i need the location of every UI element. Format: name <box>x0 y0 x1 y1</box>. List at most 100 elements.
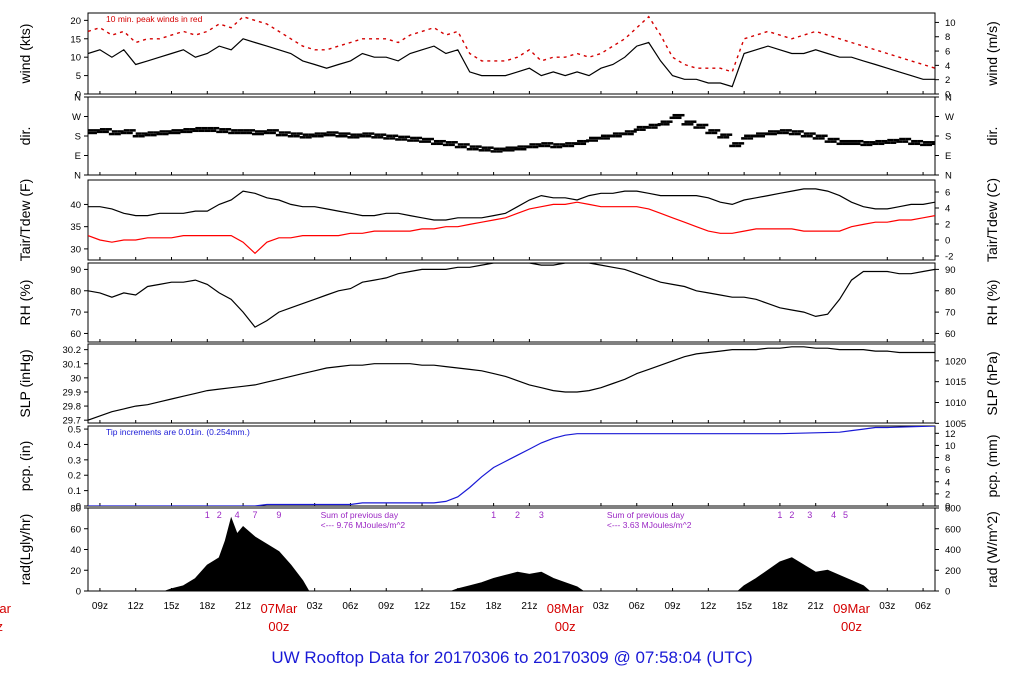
left-tick-label: 35 <box>70 222 81 233</box>
x-tick-label: 12z <box>700 601 716 612</box>
panel-frame <box>87 425 936 507</box>
hour-mark-label: 2 <box>515 510 520 520</box>
left-tick-label: N <box>74 93 81 104</box>
right-tick-label: 2 <box>945 489 950 500</box>
right-axis-label: RH (%) <box>984 280 1000 326</box>
left-tick-label: 0.2 <box>68 471 81 482</box>
left-tick-label: 60 <box>70 329 81 340</box>
right-tick-label: E <box>945 151 951 162</box>
right-tick-label: W <box>945 112 954 123</box>
left-tick-label: 29.9 <box>63 387 82 398</box>
left-axis-label: Tair/Tdew (F) <box>17 179 33 261</box>
left-tick-label: 0 <box>76 502 81 513</box>
left-tick-label: 15 <box>70 34 81 45</box>
left-tick-label: 80 <box>70 286 81 297</box>
right-tick-label: 70 <box>945 308 956 319</box>
left-tick-label: 29.7 <box>63 416 82 427</box>
x-tick-label: 15z <box>163 601 179 612</box>
panel-annotation: Tip increments are 0.01in. (0.254mm.) <box>106 427 250 437</box>
precipitation-line <box>88 426 935 506</box>
right-tick-label: 200 <box>945 566 961 577</box>
right-tick-label: 0 <box>945 587 950 598</box>
left-tick-label: 0 <box>76 90 81 101</box>
chart-title: UW Rooftop Data for 20170306 to 20170309… <box>271 648 753 667</box>
left-tick-label: 90 <box>70 265 81 276</box>
x-tick-label: 18z <box>772 601 788 612</box>
x-tick-label: 18z <box>486 601 502 612</box>
right-tick-label: 8 <box>945 453 950 464</box>
left-tick-label: 0.3 <box>68 455 81 466</box>
right-tick-label: 4 <box>945 204 950 215</box>
hour-mark-label: 2 <box>789 510 794 520</box>
hour-mark-label: 1 <box>491 510 496 520</box>
left-tick-label: 60 <box>70 524 81 535</box>
x-tick-label: 21z <box>808 601 824 612</box>
right-tick-label: 8 <box>945 32 950 43</box>
date-hour-label: 00z <box>841 619 862 634</box>
left-tick-label: 30 <box>70 373 81 384</box>
panel-4: RH (%) RH (%) 60 70 80 90 60 70 80 90 <box>17 262 1000 343</box>
x-tick-label: 12z <box>128 601 144 612</box>
left-tick-label: 20 <box>70 16 81 27</box>
right-axis-label: wind (m/s) <box>984 21 1000 87</box>
left-tick-label: 30.2 <box>63 345 82 356</box>
hour-mark-label: 9 <box>276 510 281 520</box>
x-tick-label: 15z <box>736 601 752 612</box>
hour-mark-label: 5 <box>843 510 848 520</box>
x-tick-label: 09z <box>664 601 680 612</box>
left-axis-label: pcp. (in) <box>17 441 33 492</box>
right-tick-label: 90 <box>945 265 956 276</box>
panel-6: pcp. (in) pcp. (mm)00.10.20.30.40.5024681… <box>17 425 1000 513</box>
right-tick-label: 0 <box>945 90 950 101</box>
right-tick-label: 60 <box>945 329 956 340</box>
date-label: 07Mar <box>260 601 298 616</box>
left-tick-label: S <box>75 132 81 143</box>
pressure-line <box>88 346 935 421</box>
x-tick-label: 21z <box>521 601 537 612</box>
hour-mark-label: 3 <box>807 510 812 520</box>
right-axis-label: pcp. (mm) <box>984 435 1000 498</box>
daily-sum-note: <--- 9.76 MJoules/m^2 <box>321 520 406 530</box>
hour-mark-label: 1 <box>777 510 782 520</box>
x-tick-label: 03z <box>593 601 609 612</box>
right-tick-label: 2 <box>945 75 950 86</box>
hour-mark-label: 4 <box>831 510 836 520</box>
left-tick-label: 0.4 <box>68 440 81 451</box>
x-tick-label: 18z <box>199 601 215 612</box>
right-axis-label: dir. <box>984 127 1000 146</box>
hour-mark-label: 4 <box>235 510 240 520</box>
panel-frame <box>87 12 936 95</box>
left-tick-label: 10 <box>70 53 81 64</box>
date-hour-label: 00z <box>555 619 576 634</box>
date-hour-label: 00z <box>0 619 3 634</box>
x-tick-label: 03z <box>307 601 323 612</box>
right-tick-label: 1020 <box>945 356 966 367</box>
left-tick-label: N <box>74 171 81 182</box>
x-tick-label: 12z <box>414 601 430 612</box>
right-tick-label: -2 <box>945 252 953 263</box>
panel-frame <box>87 179 936 261</box>
panel-annotation: 10 min. peak winds in red <box>106 14 203 24</box>
right-tick-label: 800 <box>945 504 961 515</box>
left-tick-label: W <box>72 112 81 123</box>
panel-frame <box>87 262 936 343</box>
wind-speed-line <box>88 38 935 88</box>
daily-sum-note: Sum of previous day <box>321 510 399 520</box>
date-label: 09Mar <box>833 601 871 616</box>
peak-wind-line <box>88 15 935 73</box>
right-tick-label: 6 <box>945 47 950 58</box>
left-tick-label: 0 <box>76 587 81 598</box>
air-temperature-line <box>88 188 935 221</box>
hour-mark-label: 7 <box>253 510 258 520</box>
right-tick-label: S <box>945 132 951 143</box>
date-label: 08Mar <box>547 601 585 616</box>
daily-sum-note: Sum of previous day <box>607 510 685 520</box>
left-tick-label: 30.1 <box>63 359 82 370</box>
x-tick-label: 06z <box>342 601 358 612</box>
left-axis-label: SLP (inHg) <box>17 349 33 417</box>
left-tick-label: 30 <box>70 244 81 255</box>
x-tick-label: 09z <box>92 601 108 612</box>
right-tick-label: 0 <box>945 502 950 513</box>
left-tick-label: 40 <box>70 545 81 556</box>
panel-5: SLP (inHg) SLP (hPa) 29.7 29.8 29.9 30 30.1 30.… <box>17 343 1000 430</box>
